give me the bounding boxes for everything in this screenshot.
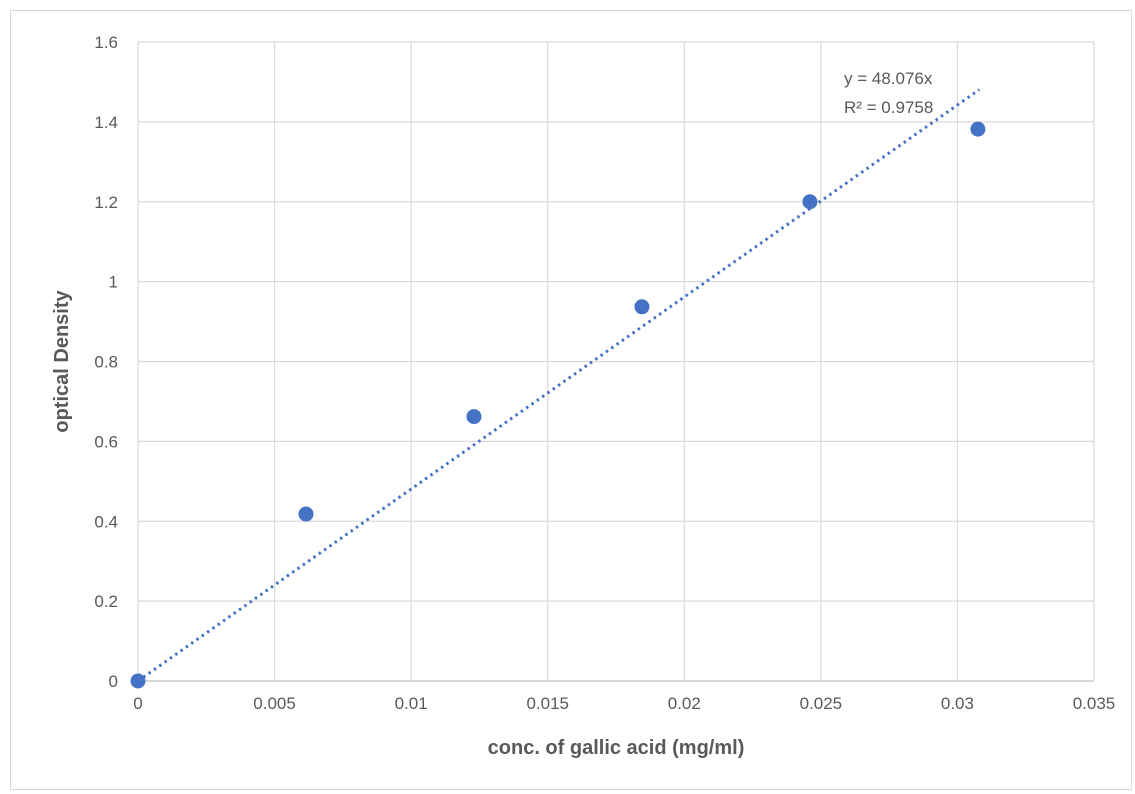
trendline-r-squared: R² = 0.9758 (844, 98, 933, 117)
y-tick-label: 0.2 (94, 592, 118, 611)
y-tick-label: 1.4 (94, 113, 118, 132)
x-tick-label: 0.01 (395, 694, 428, 713)
data-point (298, 506, 314, 522)
chart-frame (10, 10, 1132, 790)
x-tick-labels: 0 0.005 0.01 0.015 0.02 0.025 0.03 0.035 (133, 694, 1115, 713)
gridlines (137, 41, 1095, 682)
y-tick-label: 1 (109, 273, 118, 292)
data-point (466, 409, 482, 425)
x-tick-label: 0.035 (1073, 694, 1116, 713)
data-point (634, 299, 650, 315)
data-point (130, 673, 146, 689)
x-tick-label: 0.005 (253, 694, 296, 713)
x-tick-label: 0.025 (800, 694, 843, 713)
y-tick-label: 1.6 (94, 33, 118, 52)
data-point (802, 194, 818, 210)
y-tick-label: 0.8 (94, 353, 118, 372)
y-tick-label: 0.6 (94, 432, 118, 451)
y-tick-label: 0.4 (94, 512, 118, 531)
x-tick-label: 0.03 (941, 694, 974, 713)
x-tick-label: 0.02 (668, 694, 701, 713)
data-point (970, 121, 986, 137)
y-tick-label: 1.2 (94, 193, 118, 212)
trendline (137, 88, 981, 683)
x-tick-label: 0.015 (526, 694, 569, 713)
x-axis-title: conc. of gallic acid (mg/ml) (488, 737, 745, 759)
y-tick-labels: 0 0.2 0.4 0.6 0.8 1 1.2 1.4 1.6 (94, 33, 118, 691)
trendline-group (137, 88, 981, 683)
y-tick-label: 0 (109, 672, 118, 691)
y-axis-title: optical Density (51, 290, 73, 433)
x-tick-label: 0 (133, 694, 142, 713)
data-points (130, 121, 986, 689)
trendline-equation: y = 48.076x (844, 69, 933, 88)
